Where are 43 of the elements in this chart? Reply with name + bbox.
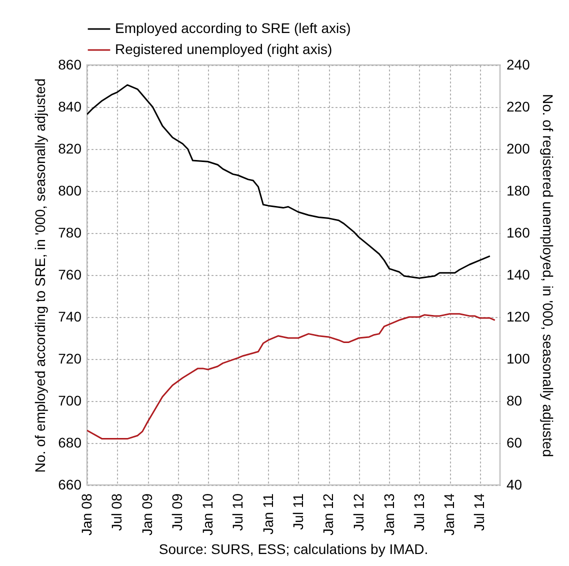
x-tick-label: Jul 13 xyxy=(410,493,427,531)
x-tick-label: Jul 08 xyxy=(108,493,125,531)
y2-tick-label: 140 xyxy=(506,266,530,282)
y2-tick-label: 60 xyxy=(506,434,522,450)
legend-label: Employed according to SRE (left axis) xyxy=(115,20,351,36)
y-axis-title: No. of employed according to SRE, in '000, seasonally adjusted xyxy=(32,78,48,473)
line-series xyxy=(87,84,491,279)
x-tick-label: Jan 10 xyxy=(199,493,216,536)
y-tick-label: 800 xyxy=(58,182,82,198)
y-tick-label: 780 xyxy=(58,224,82,240)
y2-tick-label: 40 xyxy=(506,476,522,492)
x-tick-label: Jan 14 xyxy=(441,493,458,536)
y-tick-label: 680 xyxy=(58,434,82,450)
y2-tick-label: 160 xyxy=(506,224,530,240)
source-note: Source: SURS, ESS; calculations by IMAD. xyxy=(158,541,428,558)
y-tick-label: 760 xyxy=(58,266,82,282)
x-tick-label: Jul 12 xyxy=(350,493,366,531)
y2-tick-label: 200 xyxy=(506,140,530,156)
x-tick-label: Jul 14 xyxy=(471,493,488,531)
y2-tick-label: 240 xyxy=(506,56,530,72)
x-tick-label: Jan 13 xyxy=(380,493,397,536)
legend-label: Registered unemployed (right axis) xyxy=(115,41,332,57)
y-tick-label: 720 xyxy=(58,350,82,366)
x-tick-label: Jan 12 xyxy=(320,493,336,536)
y-tick-label: 740 xyxy=(58,308,82,324)
y-tick-label: 840 xyxy=(58,98,82,114)
x-tick-label: Jan 09 xyxy=(139,493,156,536)
x-tick-label: Jan 11 xyxy=(260,493,276,534)
y2-tick-label: 80 xyxy=(506,392,522,408)
y-tick-label: 700 xyxy=(58,392,82,408)
line-series xyxy=(87,313,496,440)
x-tick-label: Jul 10 xyxy=(229,493,246,531)
y-tick-label: 860 xyxy=(58,56,82,72)
x-tick-label: Jan 08 xyxy=(78,493,94,536)
x-tick-label: Jul 09 xyxy=(169,493,186,531)
y2-tick-label: 220 xyxy=(506,98,530,114)
y-tick-label: 660 xyxy=(58,476,82,492)
y2-tick-label: 120 xyxy=(506,308,530,324)
x-tick-label: Jul 11 xyxy=(290,493,306,530)
y2-tick-label: 180 xyxy=(506,182,530,198)
y2-tick-label: 100 xyxy=(506,350,530,366)
y2-axis-title: No. of registered unemployed, in '000, seasonally adjusted xyxy=(540,94,556,458)
y-tick-label: 820 xyxy=(58,140,82,156)
